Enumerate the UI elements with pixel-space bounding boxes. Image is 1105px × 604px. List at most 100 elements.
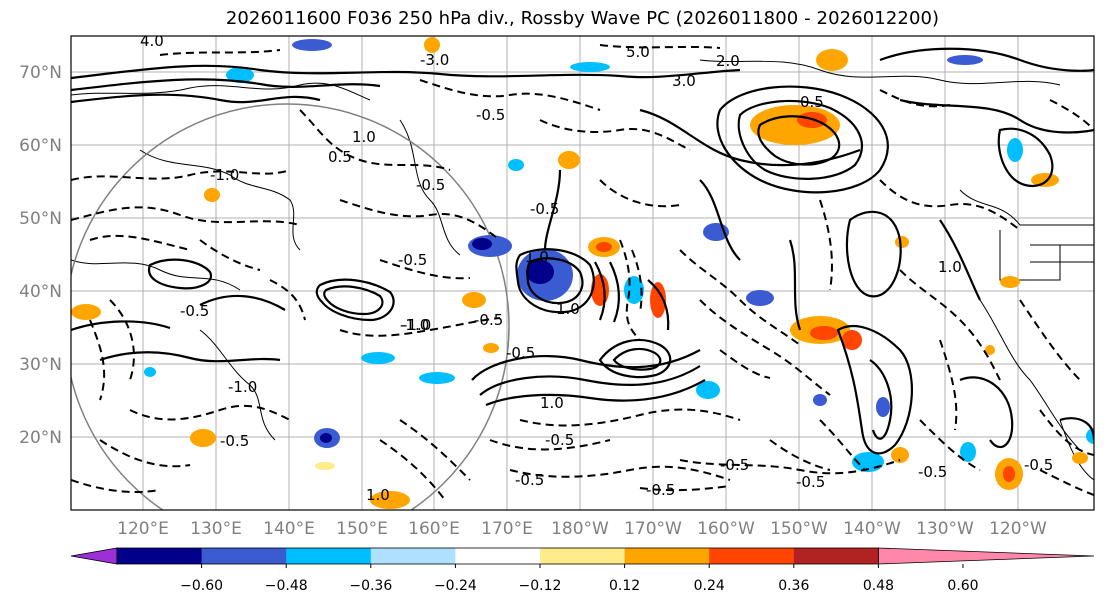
map-title: 2026011600 F036 250 hPa div., Rossby Wav… <box>225 8 940 29</box>
shading-patch <box>1031 173 1059 187</box>
contour-label: 1.0 <box>556 300 580 318</box>
contour-label: -0.5 <box>796 473 825 491</box>
colorbar-tick-label: 0.48 <box>863 578 894 594</box>
lon-tick-label: 180°W <box>551 519 609 539</box>
contour-label: -0.5 <box>474 311 503 329</box>
contour-label: -0.5 <box>646 481 675 499</box>
great-circle-marker <box>71 103 510 510</box>
colorbar-segment <box>370 548 456 564</box>
colorbar-tick-label: 0.60 <box>947 578 978 594</box>
colorbar-extend-max <box>878 547 1095 565</box>
shading-patch <box>960 442 976 462</box>
shading-patch <box>1000 276 1020 288</box>
shading-patch <box>292 39 332 51</box>
shading-patch <box>462 292 486 308</box>
colorbar-tick-label: −0.12 <box>519 578 562 594</box>
shading-patch <box>842 330 862 350</box>
contour-label: -0.5 <box>1024 456 1053 474</box>
shading-patch <box>1007 138 1023 162</box>
colorbar-segment <box>286 548 372 564</box>
contour-label: -0.5 <box>506 344 535 362</box>
divergence-shading <box>71 37 1094 509</box>
contour-label: -0.5 <box>476 106 505 124</box>
shading-patch <box>558 151 580 169</box>
shading-patch <box>1072 452 1088 464</box>
map-plot-area: 4.0 5.0 -3.0 2.0 3.0 0.5 1.0 -0.5 -1.0 -… <box>71 32 1094 510</box>
shading-patch <box>419 372 455 384</box>
contour-label: 0.5 <box>800 93 824 111</box>
shading-patch <box>320 433 332 443</box>
colorbar-segment <box>201 548 287 564</box>
shading-patch <box>315 462 335 470</box>
lon-tick-label: 140°E <box>263 519 315 539</box>
colorbar-segment <box>455 548 541 564</box>
lon-tick-label: 150°E <box>336 519 388 539</box>
shading-patch <box>947 55 983 65</box>
shading-patch <box>891 447 909 463</box>
shading-patch <box>424 37 440 53</box>
contour-label: -0.5 <box>398 251 427 269</box>
contour-label: 1.0 <box>540 394 564 412</box>
shading-patch <box>71 304 101 320</box>
lon-tick-label: 170°W <box>624 519 682 539</box>
lon-tick-label: 120°E <box>117 519 169 539</box>
colorbar-frame <box>116 547 879 565</box>
shading-patch <box>508 159 524 171</box>
contour-label: 0.5 <box>328 148 352 166</box>
contour-label: -0.5 <box>918 463 947 481</box>
shading-patch <box>204 188 220 202</box>
contour-label: 2.0 <box>716 52 740 70</box>
contour-label: 1.0 <box>525 248 549 266</box>
shading-patch <box>226 67 254 83</box>
shading-patch <box>696 381 720 399</box>
colorbar: −0.60 −0.48 −0.36 −0.24 −0.12 0.12 0.24 0.36 0.4… <box>70 547 1095 594</box>
contour-label: 4.0 <box>140 32 164 50</box>
shading-patch <box>190 429 216 447</box>
contour-label: -0.5 <box>720 456 749 474</box>
lat-tick-label: 30°N <box>19 355 62 375</box>
shading-patch <box>370 491 410 509</box>
lon-tick-label: 130°E <box>190 519 242 539</box>
colorbar-tick-label: −0.60 <box>180 578 223 594</box>
colorbar-segment <box>540 548 626 564</box>
map-frame <box>70 35 1095 511</box>
lat-tick-label: 50°N <box>19 209 62 229</box>
shading-patch <box>570 62 610 72</box>
contour-label: -1.0 <box>402 316 431 334</box>
colorbar-tick-label: 0.12 <box>609 578 640 594</box>
contour-label: -1.0 <box>210 166 239 184</box>
contour-label: -0.5 <box>545 431 574 449</box>
latitude-labels: 70°N 60°N 50°N 40°N 30°N 20°N <box>19 63 62 448</box>
lon-tick-label: 150°W <box>770 519 828 539</box>
contour-label: -0.5 <box>515 471 544 489</box>
contour-label: -0.5 <box>416 176 445 194</box>
lon-tick-label: 170°E <box>481 519 533 539</box>
contour-label: -1.0 <box>400 316 429 334</box>
colorbar-extend-min <box>70 547 118 565</box>
colorbar-segment <box>624 548 710 564</box>
contour-label: 3.0 <box>672 72 696 90</box>
shading-patch <box>816 49 848 71</box>
colorbar-tick-label: −0.36 <box>349 578 392 594</box>
lon-tick-label: 160°E <box>408 519 460 539</box>
contour-label: 1.0 <box>366 486 390 504</box>
contour-label: -3.0 <box>420 51 449 69</box>
graticule <box>71 36 1094 510</box>
shading-patch <box>895 236 909 248</box>
shading-patch <box>596 242 612 252</box>
colorbar-segment <box>117 548 203 564</box>
shading-patch <box>526 260 554 284</box>
lat-tick-label: 60°N <box>19 136 62 156</box>
contour-labels: 4.0 5.0 -3.0 2.0 3.0 0.5 1.0 -0.5 -1.0 -… <box>140 32 1053 504</box>
solid-contours <box>71 47 1094 455</box>
shading-patch <box>876 397 890 417</box>
lon-tick-label: 140°W <box>843 519 901 539</box>
lon-tick-label: 160°W <box>697 519 755 539</box>
shading-patch <box>472 238 492 250</box>
colorbar-tick-label: 0.36 <box>778 578 809 594</box>
shading-patch <box>746 290 774 306</box>
colorbar-tick-label: 0.24 <box>694 578 725 594</box>
shading-patch <box>144 367 156 377</box>
shading-patch <box>813 394 827 406</box>
contour-label: 1.0 <box>938 258 962 276</box>
